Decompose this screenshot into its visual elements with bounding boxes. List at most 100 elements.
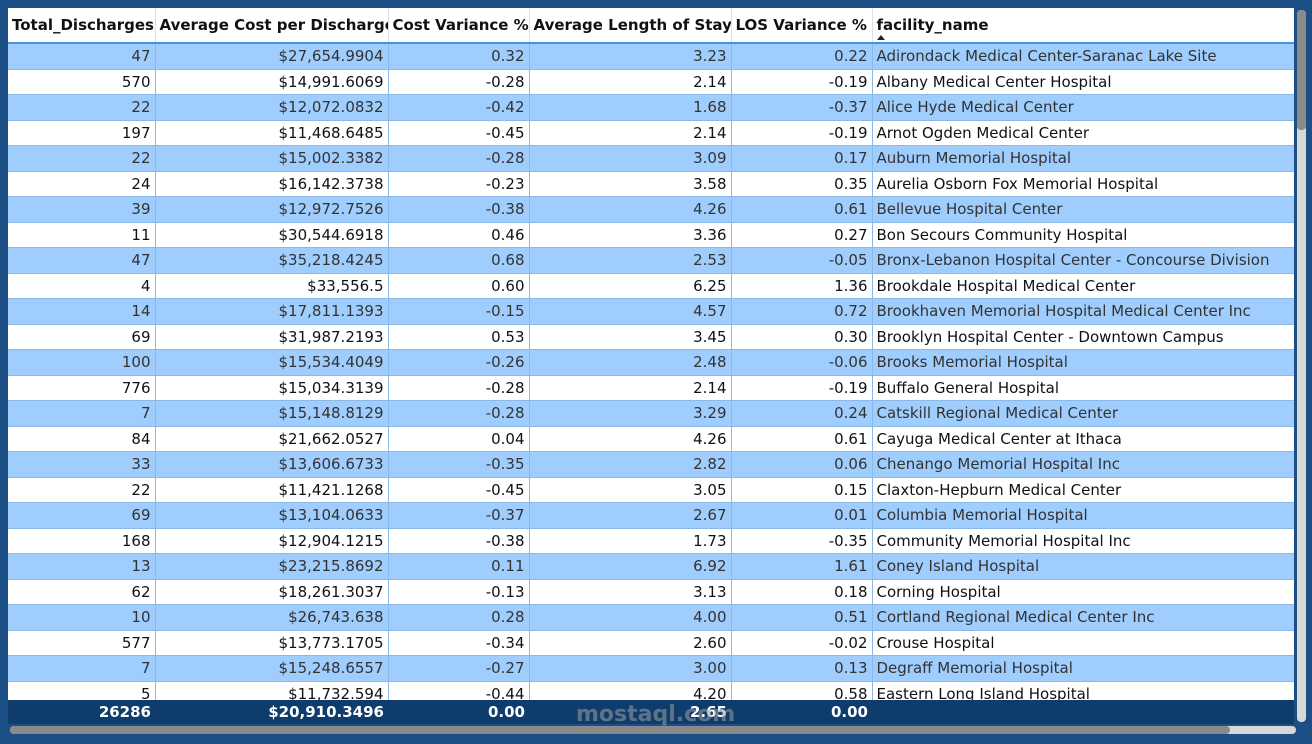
table-row[interactable]: 47 $27,654.9904 0.32 3.23 0.22 Adirondack Med…	[8, 43, 1294, 70]
value-cell: 1.73	[529, 528, 732, 554]
total-cell: 0.00	[487, 703, 525, 721]
facility-cell: Brookdale Hospital Medical Center	[872, 273, 1294, 299]
facility-cell: Claxton-Hepburn Medical Center	[872, 477, 1294, 503]
table-row[interactable]: 84 $21,662.0527 0.04 4.26 0.61 Cayuga Medical…	[8, 426, 1294, 452]
table-row[interactable]: 10 $26,743.638 0.28 4.00 0.51 Cortland Region…	[8, 604, 1294, 631]
value-cell: 4.26	[529, 196, 732, 223]
table-row[interactable]: 14 $17,811.1393 -0.15 4.57 0.72 Brookhaven Me…	[8, 298, 1294, 325]
data-table: Total_Discharges Average Cost per Dischar…	[8, 8, 1294, 700]
value-cell: -0.05	[731, 247, 873, 274]
table-row[interactable]: 197 $11,468.6485 -0.45 2.14 -0.19 Arnot Ogden…	[8, 120, 1294, 146]
table-row[interactable]: 69 $31,987.2193 0.53 3.45 0.30 Brooklyn Hospi…	[8, 324, 1294, 350]
value-cell: 62	[8, 579, 156, 605]
table-row[interactable]: 22 $15,002.3382 -0.28 3.09 0.17 Auburn Memori…	[8, 145, 1294, 172]
value-cell: 14	[8, 298, 156, 325]
value-cell: -0.27	[388, 655, 530, 682]
value-cell: $21,662.0527	[155, 426, 389, 452]
value-cell: 0.58	[731, 681, 873, 700]
value-cell: -0.19	[731, 69, 873, 95]
value-cell: 1.36	[731, 273, 873, 299]
table-row[interactable]: 33 $13,606.6733 -0.35 2.82 0.06 Chenango Memo…	[8, 451, 1294, 478]
column-header[interactable]: Total_Discharges	[8, 8, 156, 44]
facility-cell: Bon Secours Community Hospital	[872, 222, 1294, 248]
table-row[interactable]: 47 $35,218.4245 0.68 2.53 -0.05 Bronx-Lebanon…	[8, 247, 1294, 274]
value-cell: 3.13	[529, 579, 732, 605]
table-row[interactable]: 11 $30,544.6918 0.46 3.36 0.27 Bon Secours Co…	[8, 222, 1294, 248]
table-row[interactable]: 100 $15,534.4049 -0.26 2.48 -0.06 Brooks Memo…	[8, 349, 1294, 376]
value-cell: 7	[8, 655, 156, 682]
facility-cell: Adirondack Medical Center-Saranac Lake S…	[872, 43, 1294, 70]
column-header[interactable]: Average Length of Stay	[529, 8, 732, 44]
value-cell: -0.15	[388, 298, 530, 325]
table-row[interactable]: 22 $12,072.0832 -0.42 1.68 -0.37 Alice Hyde M…	[8, 94, 1294, 121]
value-cell: -0.26	[388, 349, 530, 376]
value-cell: $14,991.6069	[155, 69, 389, 95]
table-row[interactable]: 69 $13,104.0633 -0.37 2.67 0.01 Columbia Memo…	[8, 502, 1294, 529]
value-cell: 3.00	[529, 655, 732, 682]
value-cell: 22	[8, 94, 156, 121]
facility-cell: Auburn Memorial Hospital	[872, 145, 1294, 172]
value-cell: 24	[8, 171, 156, 197]
value-cell: $26,743.638	[155, 604, 389, 631]
facility-cell: Buffalo General Hospital	[872, 375, 1294, 401]
table-row[interactable]: 776 $15,034.3139 -0.28 2.14 -0.19 Buffalo Gen…	[8, 375, 1294, 401]
table-row[interactable]: 39 $12,972.7526 -0.38 4.26 0.61 Bellevue Hosp…	[8, 196, 1294, 223]
value-cell: 2.14	[529, 69, 732, 95]
table-row[interactable]: 4 $33,556.5 0.60 6.25 1.36 Brookdale Hospital…	[8, 273, 1294, 299]
value-cell: 0.18	[731, 579, 873, 605]
value-cell: -0.38	[388, 196, 530, 223]
value-cell: $33,556.5	[155, 273, 389, 299]
vertical-scrollbar[interactable]	[1297, 10, 1306, 722]
value-cell: 0.61	[731, 426, 873, 452]
value-cell: 3.05	[529, 477, 732, 503]
facility-cell: Eastern Long Island Hospital	[872, 681, 1294, 700]
horizontal-scroll-thumb[interactable]	[10, 726, 1230, 734]
value-cell: $12,972.7526	[155, 196, 389, 223]
column-header[interactable]: facility_name	[872, 8, 1294, 44]
value-cell: 4.00	[529, 604, 732, 631]
value-cell: 0.04	[388, 426, 530, 452]
column-header[interactable]: LOS Variance %	[731, 8, 873, 44]
value-cell: 100	[8, 349, 156, 376]
value-cell: $15,002.3382	[155, 145, 389, 172]
facility-cell: Brooks Memorial Hospital	[872, 349, 1294, 376]
value-cell: -0.19	[731, 120, 873, 146]
table-row[interactable]: 7 $15,248.6557 -0.27 3.00 0.13 Degraff Memori…	[8, 655, 1294, 682]
value-cell: 776	[8, 375, 156, 401]
table-row[interactable]: 62 $18,261.3037 -0.13 3.13 0.18 Corning Hospi…	[8, 579, 1294, 605]
value-cell: -0.28	[388, 400, 530, 427]
value-cell: 4	[8, 273, 156, 299]
table-row[interactable]: 168 $12,904.1215 -0.38 1.73 -0.35 Community M…	[8, 528, 1294, 554]
table-row[interactable]: 24 $16,142.3738 -0.23 3.58 0.35 Aurelia Osbor…	[8, 171, 1294, 197]
value-cell: $12,904.1215	[155, 528, 389, 554]
value-cell: 0.24	[731, 400, 873, 427]
value-cell: 0.68	[388, 247, 530, 274]
value-cell: 6.25	[529, 273, 732, 299]
totals: 26286 $20,910.3496 0.00 2.65 0.00	[8, 700, 1294, 724]
table-row[interactable]: 570 $14,991.6069 -0.28 2.14 -0.19 Albany Medi…	[8, 69, 1294, 95]
value-cell: 10	[8, 604, 156, 631]
value-cell: 0.01	[731, 502, 873, 529]
value-cell: -0.34	[388, 630, 530, 656]
value-cell: $18,261.3037	[155, 579, 389, 605]
table-body: 47 $27,654.9904 0.32 3.23 0.22 Adirondack Med…	[8, 43, 1294, 700]
table-row[interactable]: 577 $13,773.1705 -0.34 2.60 -0.02 Crouse Hosp…	[8, 630, 1294, 656]
sort-arrow	[876, 35, 885, 40]
value-cell: 0.46	[388, 222, 530, 248]
value-cell: 3.09	[529, 145, 732, 172]
value-cell: 39	[8, 196, 156, 223]
value-cell: 0.72	[731, 298, 873, 325]
table-row[interactable]: 13 $23,215.8692 0.11 6.92 1.61 Coney Island H…	[8, 553, 1294, 580]
value-cell: 577	[8, 630, 156, 656]
column-header[interactable]: Cost Variance %	[388, 8, 530, 44]
value-cell: 0.06	[731, 451, 873, 478]
table-row[interactable]: 22 $11,421.1268 -0.45 3.05 0.15 Claxton-Hepbu…	[8, 477, 1294, 503]
total-table: 26286 $20,910.3496 0.00 2.65 0.00	[8, 700, 1294, 724]
facility-cell: Brookhaven Memorial Hospital Medical Cen…	[872, 298, 1294, 325]
value-cell: 168	[8, 528, 156, 554]
column-header[interactable]: Average Cost per Discharge	[155, 8, 389, 44]
table-row[interactable]: 5 $11,732.594 -0.44 4.20 0.58 Eastern Long Is…	[8, 681, 1294, 700]
value-cell: $11,732.594	[155, 681, 389, 700]
table-row[interactable]: 7 $15,148.8129 -0.28 3.29 0.24 Catskill Regio…	[8, 400, 1294, 427]
vertical-scroll-thumb[interactable]	[1297, 10, 1306, 130]
